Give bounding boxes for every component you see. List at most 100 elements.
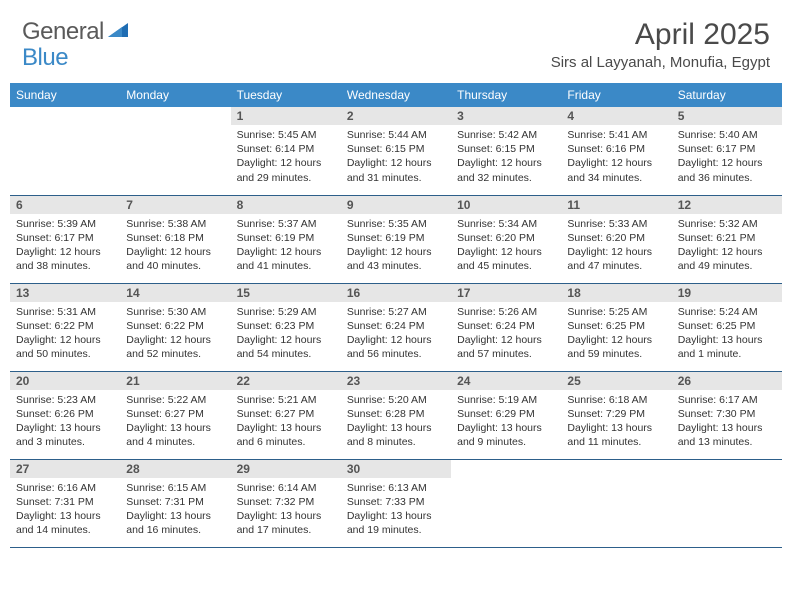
sunrise-text: Sunrise: 5:38 AM	[126, 218, 206, 230]
day-info: Sunrise: 6:18 AMSunset: 7:29 PMDaylight:…	[561, 390, 671, 454]
day-info: Sunrise: 5:34 AMSunset: 6:20 PMDaylight:…	[451, 214, 561, 278]
day-header: Thursday	[451, 83, 561, 107]
calendar-cell: 17Sunrise: 5:26 AMSunset: 6:24 PMDayligh…	[451, 283, 561, 371]
sunset-text: Sunset: 6:20 PM	[567, 232, 645, 244]
day-number: 12	[672, 196, 782, 214]
day-number: 28	[120, 460, 230, 478]
sunset-text: Sunset: 6:19 PM	[347, 232, 425, 244]
sunrise-text: Sunrise: 5:44 AM	[347, 129, 427, 141]
sunset-text: Sunset: 6:17 PM	[16, 232, 94, 244]
day-info: Sunrise: 5:22 AMSunset: 6:27 PMDaylight:…	[120, 390, 230, 454]
sunset-text: Sunset: 6:16 PM	[567, 143, 645, 155]
day-number: 16	[341, 284, 451, 302]
day-info: Sunrise: 6:14 AMSunset: 7:32 PMDaylight:…	[231, 478, 341, 542]
sunrise-text: Sunrise: 6:14 AM	[237, 482, 317, 494]
daylight-text: Daylight: 12 hours and 45 minutes.	[457, 246, 542, 272]
day-number: 21	[120, 372, 230, 390]
sunrise-text: Sunrise: 5:41 AM	[567, 129, 647, 141]
day-info: Sunrise: 5:39 AMSunset: 6:17 PMDaylight:…	[10, 214, 120, 278]
sunset-text: Sunset: 6:15 PM	[457, 143, 535, 155]
calendar-row: 6 Sunrise: 5:39 AM Sunset: 6:17 PM Daylight…	[10, 195, 782, 283]
logo-text-general: General	[22, 18, 104, 46]
daylight-text: Daylight: 12 hours and 34 minutes.	[567, 157, 652, 183]
day-info: Sunrise: 6:13 AMSunset: 7:33 PMDaylight:…	[341, 478, 451, 542]
calendar-cell: 27Sunrise: 6:16 AMSunset: 7:31 PMDayligh…	[10, 459, 120, 547]
calendar-cell: 8Sunrise: 5:37 AMSunset: 6:19 PMDaylight…	[231, 195, 341, 283]
calendar-cell: 24Sunrise: 5:19 AMSunset: 6:29 PMDayligh…	[451, 371, 561, 459]
sunrise-text: Sunrise: 6:15 AM	[126, 482, 206, 494]
calendar-cell: 22Sunrise: 5:21 AMSunset: 6:27 PMDayligh…	[231, 371, 341, 459]
calendar-cell: 7Sunrise: 5:38 AMSunset: 6:18 PMDaylight…	[120, 195, 230, 283]
daylight-text: Daylight: 12 hours and 32 minutes.	[457, 157, 542, 183]
sunrise-text: Sunrise: 5:37 AM	[237, 218, 317, 230]
daylight-text: Daylight: 13 hours and 16 minutes.	[126, 510, 211, 536]
calendar-cell: 13Sunrise: 5:31 AMSunset: 6:22 PMDayligh…	[10, 283, 120, 371]
daylight-text: Daylight: 12 hours and 50 minutes.	[16, 334, 101, 360]
sunrise-text: Sunrise: 5:23 AM	[16, 394, 96, 406]
day-info: Sunrise: 5:29 AMSunset: 6:23 PMDaylight:…	[231, 302, 341, 366]
day-number: 27	[10, 460, 120, 478]
daylight-text: Daylight: 12 hours and 57 minutes.	[457, 334, 542, 360]
calendar-table: Sunday Monday Tuesday Wednesday Thursday…	[10, 83, 782, 548]
sunset-text: Sunset: 6:24 PM	[347, 320, 425, 332]
calendar-cell: 18Sunrise: 5:25 AMSunset: 6:25 PMDayligh…	[561, 283, 671, 371]
sunrise-text: Sunrise: 5:19 AM	[457, 394, 537, 406]
daylight-text: Daylight: 12 hours and 31 minutes.	[347, 157, 432, 183]
day-info: Sunrise: 5:26 AM Sunset: 6:24 PM Daylight:…	[451, 302, 561, 366]
calendar-cell: 25Sunrise: 6:18 AMSunset: 7:29 PMDayligh…	[561, 371, 671, 459]
sunset-text: Sunset: 6:27 PM	[126, 408, 204, 420]
day-info: Sunrise: 5:20 AMSunset: 6:28 PMDaylight:…	[341, 390, 451, 454]
day-header-row: Sunday Monday Tuesday Wednesday Thursday…	[10, 83, 782, 107]
day-number: 30	[341, 460, 451, 478]
sunrise-text: Sunrise: 5:35 AM	[347, 218, 427, 230]
daylight-text: Daylight: 13 hours and 9 minutes.	[457, 422, 542, 448]
calendar-cell: 26Sunrise: 6:17 AMSunset: 7:30 PMDayligh…	[672, 371, 782, 459]
month-title: April 2025	[551, 18, 770, 52]
daylight-text: Daylight: 13 hours and 14 minutes.	[16, 510, 101, 536]
day-info: Sunrise: 5:23 AM Sunset: 6:26 PM Daylight:…	[10, 390, 120, 454]
day-number: 7	[120, 196, 230, 214]
sunrise-text: Sunrise: 5:42 AM	[457, 129, 537, 141]
day-number: 1	[231, 107, 341, 125]
sunset-text: Sunset: 6:15 PM	[347, 143, 425, 155]
sunset-text: Sunset: 7:32 PM	[237, 496, 315, 508]
sunset-text: Sunset: 6:26 PM	[16, 408, 94, 420]
daylight-text: Daylight: 12 hours and 40 minutes.	[126, 246, 211, 272]
sunrise-text: Sunrise: 5:30 AM	[126, 306, 206, 318]
sunrise-text: Sunrise: 5:26 AM	[457, 306, 537, 318]
day-info: Sunrise: 5:19 AMSunset: 6:29 PMDaylight:…	[451, 390, 561, 454]
calendar-cell: 28Sunrise: 6:15 AMSunset: 7:31 PMDayligh…	[120, 459, 230, 547]
day-info: Sunrise: 6:15 AMSunset: 7:31 PMDaylight:…	[120, 478, 230, 542]
calendar-cell: ..	[561, 459, 671, 547]
sunrise-text: Sunrise: 5:27 AM	[347, 306, 427, 318]
sunset-text: Sunset: 7:33 PM	[347, 496, 425, 508]
calendar-cell: 9Sunrise: 5:35 AMSunset: 6:19 PMDaylight…	[341, 195, 451, 283]
day-number: 6	[10, 196, 120, 214]
logo-triangle-icon	[108, 21, 130, 44]
daylight-text: Daylight: 13 hours and 8 minutes.	[347, 422, 432, 448]
calendar-cell: 16Sunrise: 5:27 AMSunset: 6:24 PMDayligh…	[341, 283, 451, 371]
sunrise-text: Sunrise: 5:21 AM	[237, 394, 317, 406]
day-number: 24	[451, 372, 561, 390]
calendar-cell: 5Sunrise: 5:40 AMSunset: 6:17 PMDaylight…	[672, 107, 782, 195]
sunrise-text: Sunrise: 5:39 AM	[16, 218, 96, 230]
sunset-text: Sunset: 6:17 PM	[678, 143, 756, 155]
logo-text-blue: Blue	[22, 44, 68, 71]
day-info: Sunrise: 5:41 AM Sunset: 6:16 PM Daylight:…	[561, 125, 671, 189]
day-header: Saturday	[672, 83, 782, 107]
calendar-row: 20Sunrise: 5:23 AMSunset: 6:26 PMDayligh…	[10, 371, 782, 459]
sunrise-text: Sunrise: 5:25 AM	[567, 306, 647, 318]
sunset-text: Sunset: 6:22 PM	[126, 320, 204, 332]
calendar-cell: 19Sunrise: 5:24 AMSunset: 6:25 PMDayligh…	[672, 283, 782, 371]
calendar-cell: 12Sunrise: 5:32 AMSunset: 6:21 PMDayligh…	[672, 195, 782, 283]
day-info: Sunrise: 5:44 AM Sunset: 6:15 PM Daylight:…	[341, 125, 451, 189]
sunset-text: Sunset: 6:27 PM	[237, 408, 315, 420]
daylight-text: Daylight: 12 hours and 49 minutes.	[678, 246, 763, 272]
day-header: Monday	[120, 83, 230, 107]
day-number: 10	[451, 196, 561, 214]
daylight-text: Daylight: 13 hours and 3 minutes.	[16, 422, 101, 448]
day-info: Sunrise: 5:24 AMSunset: 6:25 PMDaylight:…	[672, 302, 782, 366]
page-header: General April 2025 Sirs al Layyanah, Mon…	[0, 0, 792, 79]
sunrise-text: Sunrise: 5:22 AM	[126, 394, 206, 406]
sunset-text: Sunset: 6:24 PM	[457, 320, 535, 332]
